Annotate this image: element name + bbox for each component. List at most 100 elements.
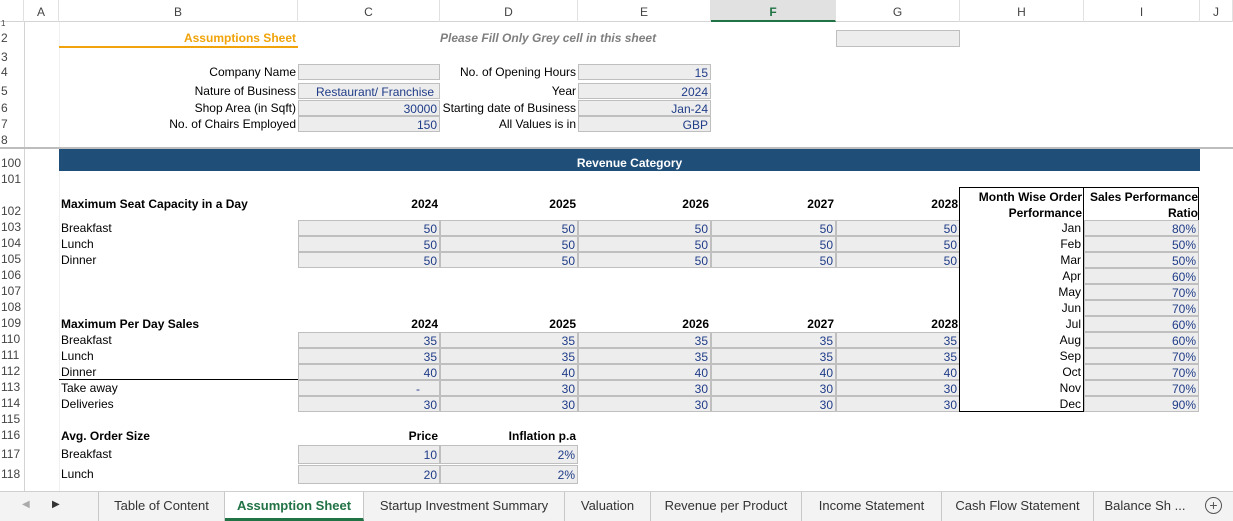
column-header-i[interactable]: I [1084,0,1200,22]
add-sheet-icon[interactable]: + [1205,497,1222,514]
row-header[interactable]: 113 [1,380,21,394]
shop-area-label[interactable]: Shop Area (in Sqft) [194,101,296,115]
row-label[interactable]: Lunch [61,237,94,251]
sheet-title[interactable]: Assumptions Sheet [183,31,296,45]
sales-ratio-value[interactable]: 70% [1084,364,1199,380]
tab-cash-flow-statement[interactable]: Cash Flow Statement [942,492,1094,521]
sales-ratio-value[interactable]: 70% [1084,300,1199,316]
month-label[interactable]: Sep [1059,349,1081,363]
row-header[interactable]: 105 [1,252,22,266]
sales-value[interactable]: 30 [836,396,960,412]
inflation-header[interactable]: Inflation p.a [508,429,576,443]
year-header[interactable]: 2025 [549,317,576,331]
column-header-d[interactable]: D [440,0,578,22]
month-label[interactable]: Jul [1065,317,1081,331]
month-label[interactable]: Apr [1062,269,1081,283]
year-label[interactable]: Year [551,84,576,98]
price-value[interactable]: 20 [298,465,440,484]
price-value[interactable]: 10 [298,445,440,464]
start-date-field[interactable]: Jan-24 [578,100,711,116]
seat-value[interactable]: 50 [440,252,578,268]
sales-value[interactable]: 35 [298,332,440,348]
row-header[interactable]: 115 [1,412,21,426]
row-header[interactable]: 101 [1,172,22,186]
sales-ratio-value[interactable]: 70% [1084,284,1199,300]
column-header-b[interactable]: B [59,0,298,22]
chairs-field[interactable]: 150 [298,116,440,132]
seat-value[interactable]: 50 [578,220,711,236]
instruction-grey-sample[interactable] [836,30,960,47]
row-label[interactable]: Dinner [61,253,97,267]
sales-value[interactable]: - [298,380,440,396]
sales-ratio-header[interactable]: Sales Performance Ratio [1089,190,1198,220]
month-label[interactable]: May [1058,285,1081,299]
company-name-label[interactable]: Company Name [209,65,296,79]
tab-table-of-content[interactable]: Table of Content [98,492,225,521]
sales-value[interactable]: 35 [836,348,960,364]
row-header[interactable]: 106 [1,268,22,282]
sales-ratio-value[interactable]: 60% [1084,316,1199,332]
row-header[interactable]: 107 [1,284,22,298]
sales-value[interactable]: 40 [440,364,578,380]
sales-value[interactable]: 35 [440,332,578,348]
sales-value[interactable]: 35 [711,348,836,364]
row-header[interactable]: 6 [1,101,8,115]
year-header[interactable]: 2027 [807,197,834,211]
chairs-label[interactable]: No. of Chairs Employed [169,117,296,131]
row-header[interactable]: 5 [1,84,8,98]
sales-ratio-value[interactable]: 50% [1084,236,1199,252]
sales-ratio-value[interactable]: 70% [1084,348,1199,364]
month-wise-header[interactable]: Month Wise Order Performance [978,190,1082,220]
shop-area-field[interactable]: 30000 [298,100,440,116]
month-label[interactable]: Feb [1060,237,1081,251]
row-label[interactable]: Breakfast [61,333,112,347]
month-label[interactable]: Jan [1061,221,1081,235]
opening-hours-field[interactable]: 15 [578,64,711,80]
row-label[interactable]: Lunch [61,349,94,363]
row-header[interactable]: 100 [1,156,22,170]
seat-value[interactable]: 50 [440,236,578,252]
month-label[interactable]: Nov [1059,381,1081,395]
sales-value[interactable]: 35 [711,332,836,348]
row-header[interactable]: 108 [1,300,22,314]
seat-value[interactable]: 50 [711,252,836,268]
sales-value[interactable]: 30 [711,396,836,412]
row-header[interactable]: 110 [1,332,21,346]
month-label[interactable]: Dec [1059,397,1081,411]
order-size-title[interactable]: Avg. Order Size [61,429,150,443]
tab-balance-sheet[interactable]: Balance Sh ... [1104,498,1186,513]
instruction-text[interactable]: Please Fill Only Grey cell in this sheet [440,31,657,45]
inflation-value[interactable]: 2% [440,465,578,484]
column-header-h[interactable]: H [960,0,1084,22]
column-header-c[interactable]: C [298,0,440,22]
sales-value[interactable]: 40 [836,364,960,380]
values-in-label[interactable]: All Values is in [498,117,576,131]
nature-label[interactable]: Nature of Business [194,84,296,98]
revenue-category-banner[interactable]: Revenue Category [59,149,1200,171]
scroll-right-icon[interactable]: ▶ [52,499,60,510]
row-header[interactable]: 116 [1,428,21,442]
row-label[interactable]: Take away [61,381,118,395]
seat-capacity-title[interactable]: Maximum Seat Capacity in a Day [61,197,248,211]
row-label[interactable]: Breakfast [61,221,112,235]
sales-ratio-value[interactable]: 50% [1084,252,1199,268]
row-header[interactable]: 114 [1,396,21,410]
seat-value[interactable]: 50 [440,220,578,236]
column-header-a[interactable]: A [24,0,59,22]
nature-field[interactable]: Restaurant/ Franchise [298,83,440,99]
select-all-corner[interactable] [0,0,24,22]
column-header-j[interactable]: J [1200,0,1233,22]
sales-value[interactable]: 35 [440,348,578,364]
row-header[interactable]: 1 [1,19,6,28]
sales-value[interactable]: 35 [578,332,711,348]
seat-value[interactable]: 50 [836,236,960,252]
sales-value[interactable]: 30 [711,380,836,396]
seat-value[interactable]: 50 [298,220,440,236]
row-header[interactable]: 2 [1,31,8,45]
sales-value[interactable]: 35 [578,348,711,364]
sales-value[interactable]: 30 [578,396,711,412]
row-label[interactable]: Breakfast [61,447,112,461]
sales-value[interactable]: 30 [440,380,578,396]
seat-value[interactable]: 50 [711,236,836,252]
start-date-label[interactable]: Starting date of Business [442,101,576,115]
